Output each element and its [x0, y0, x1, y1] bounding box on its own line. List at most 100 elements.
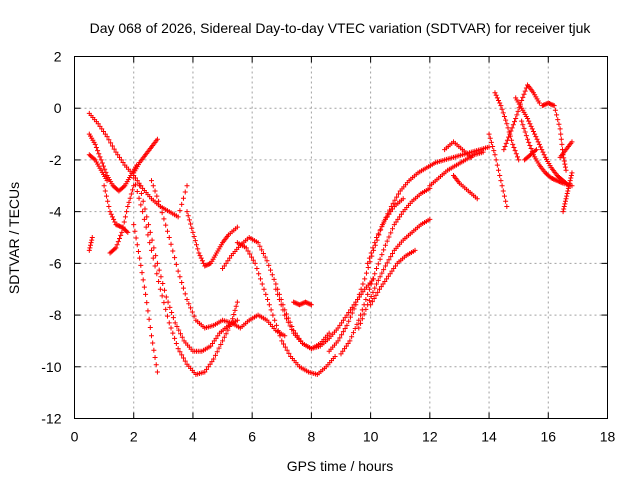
y-tick-label: 0 — [54, 100, 62, 116]
data-point-marker — [152, 263, 158, 269]
data-point-marker — [184, 183, 190, 189]
series-track-12 — [184, 209, 240, 269]
data-point-marker — [249, 254, 255, 260]
data-point-marker — [369, 299, 375, 305]
data-point-marker — [521, 91, 527, 97]
data-point-marker — [88, 240, 94, 246]
data-point-marker — [104, 178, 110, 184]
data-point-marker — [146, 222, 152, 228]
data-point-marker — [154, 136, 160, 142]
data-point-marker — [175, 214, 181, 220]
data-point-marker — [134, 188, 140, 194]
data-point-marker — [365, 264, 371, 270]
data-point-marker — [533, 134, 539, 140]
data-point-marker — [273, 286, 279, 292]
data-point-marker — [286, 350, 292, 356]
data-point-marker — [381, 220, 387, 226]
data-point-marker — [147, 229, 153, 235]
data-point-marker — [541, 152, 547, 158]
series-track-26 — [492, 90, 522, 163]
data-point-marker — [180, 195, 186, 201]
data-point-marker — [196, 250, 202, 256]
data-point-marker — [138, 191, 144, 197]
data-point-marker — [569, 139, 575, 145]
data-point-marker — [365, 291, 371, 297]
data-point-marker — [99, 126, 105, 132]
data-point-marker — [496, 167, 502, 173]
data-point-marker — [113, 245, 119, 251]
data-point-marker — [186, 217, 192, 223]
series-track-19 — [356, 216, 433, 331]
data-point-marker — [554, 112, 560, 118]
y-tick-label: -8 — [49, 307, 62, 323]
data-point-marker — [195, 246, 201, 252]
data-point-marker — [360, 289, 366, 295]
data-point-marker — [234, 299, 240, 305]
data-point-marker — [263, 291, 269, 297]
x-tick-label: 4 — [189, 429, 197, 445]
data-point-marker — [109, 143, 115, 149]
data-point-marker — [335, 325, 341, 331]
series-track-10 — [137, 183, 240, 354]
data-point-marker — [562, 161, 568, 167]
data-point-marker — [266, 302, 272, 308]
y-tick-labels: 2 0 -2 -4 -6 -8 -10 -12 — [41, 49, 61, 427]
data-point-marker — [368, 250, 374, 256]
data-point-marker — [282, 312, 288, 318]
data-point-marker — [284, 316, 290, 322]
data-point-marker — [121, 219, 127, 225]
data-point-marker — [179, 334, 185, 340]
data-point-marker — [150, 255, 156, 261]
data-point-marker — [561, 158, 567, 164]
data-point-marker — [346, 309, 352, 315]
data-point-marker — [339, 332, 345, 338]
series-track-27 — [501, 82, 542, 153]
data-point-marker — [487, 135, 493, 141]
data-point-marker — [493, 157, 499, 163]
data-point-marker — [382, 263, 388, 269]
data-point-marker — [164, 228, 170, 234]
data-point-marker — [132, 228, 138, 234]
data-point-marker — [349, 310, 355, 316]
data-point-marker — [87, 245, 93, 251]
data-point-marker — [111, 216, 117, 222]
data-point-marker — [486, 131, 492, 137]
data-point-marker — [377, 256, 383, 262]
data-point-marker — [397, 214, 403, 220]
data-point-marker — [562, 198, 568, 204]
data-point-marker — [528, 123, 534, 129]
data-point-marker — [259, 281, 265, 287]
data-point-marker — [532, 131, 538, 137]
data-point-marker — [509, 125, 515, 131]
series-track-32 — [560, 170, 575, 215]
y-tick-label: 2 — [54, 49, 62, 65]
data-point-marker — [356, 291, 362, 297]
data-point-marker — [565, 188, 571, 194]
data-point-marker — [197, 253, 203, 259]
data-point-marker — [168, 325, 174, 331]
data-point-marker — [136, 180, 142, 186]
series-track-18 — [338, 185, 433, 357]
data-point-marker — [207, 361, 213, 367]
data-point-marker — [427, 216, 433, 222]
data-point-marker — [370, 289, 376, 295]
data-point-marker — [552, 107, 558, 113]
data-point-marker — [97, 123, 103, 129]
data-point-marker — [191, 313, 197, 319]
data-point-marker — [391, 266, 397, 272]
data-point-marker — [400, 196, 406, 202]
data-point-marker — [287, 323, 293, 329]
x-tick-label: 8 — [307, 429, 315, 445]
x-tick-label: 14 — [481, 429, 497, 445]
data-point-marker — [168, 241, 174, 247]
data-point-marker — [179, 279, 185, 285]
data-point-marker — [131, 175, 137, 181]
chart-title: Day 068 of 2026, Sidereal Day-to-day VTE… — [90, 20, 592, 36]
data-point-marker — [567, 180, 573, 186]
data-point-marker — [565, 185, 571, 191]
data-point-marker — [101, 183, 107, 189]
data-point-marker — [86, 247, 92, 253]
series-track-2 — [86, 131, 140, 194]
data-point-marker — [366, 286, 372, 292]
data-point-marker — [139, 270, 145, 276]
